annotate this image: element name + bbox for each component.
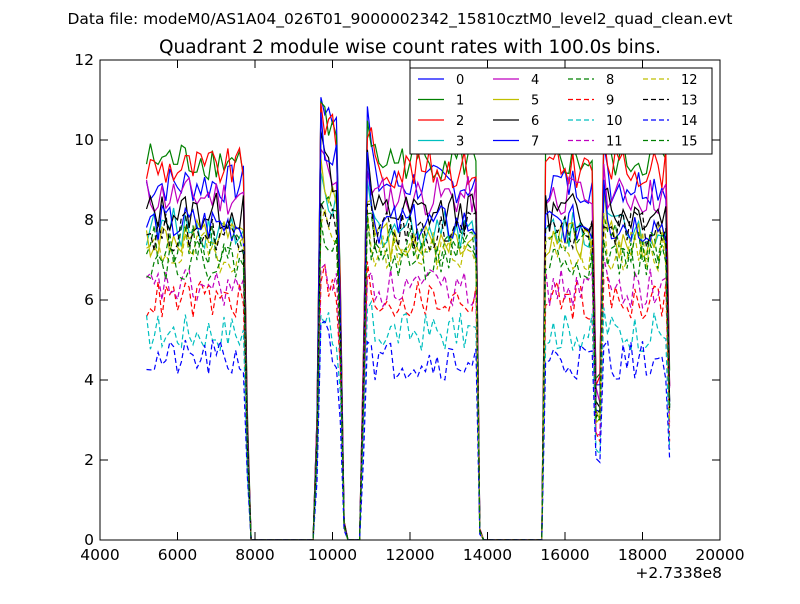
legend-label-2: 2 xyxy=(456,114,464,129)
series-line-14 xyxy=(146,320,671,540)
x-tick-label: 8000 xyxy=(235,546,274,564)
series-line-12 xyxy=(146,208,671,540)
series-line-9 xyxy=(145,261,671,540)
legend-label-7: 7 xyxy=(531,135,539,150)
series-line-0 xyxy=(145,97,671,540)
x-tick-label: 20000 xyxy=(695,546,744,564)
x-offset-label: +2.7338e8 xyxy=(635,564,722,582)
y-tick-label: 8 xyxy=(84,211,94,229)
series-line-7 xyxy=(145,112,671,540)
series-lines xyxy=(145,97,671,540)
legend-label-10: 10 xyxy=(606,114,623,129)
x-tick-label: 12000 xyxy=(385,546,434,564)
legend-label-1: 1 xyxy=(456,94,464,109)
x-tick-label: 14000 xyxy=(463,546,512,564)
series-line-6 xyxy=(145,131,671,540)
chart-title: Quadrant 2 module wise count rates with … xyxy=(159,37,661,58)
x-tick-label: 6000 xyxy=(158,546,197,564)
legend-label-13: 13 xyxy=(681,94,698,109)
y-tick-label: 4 xyxy=(84,371,94,389)
series-line-8 xyxy=(145,195,671,540)
y-tick-label: 0 xyxy=(84,531,94,549)
legend-label-9: 9 xyxy=(606,94,614,109)
legend-label-14: 14 xyxy=(681,114,698,129)
legend-label-6: 6 xyxy=(531,114,539,129)
series-line-15 xyxy=(146,214,671,540)
figure-suptitle: Data file: modeM0/AS1A04_026T01_90000023… xyxy=(67,10,732,29)
y-tick-label: 2 xyxy=(84,451,94,469)
x-tick-label: 4000 xyxy=(80,546,119,564)
series-line-5 xyxy=(145,158,671,540)
series-line-4 xyxy=(145,147,671,540)
legend-label-12: 12 xyxy=(681,73,698,88)
y-tick-label: 10 xyxy=(74,131,94,149)
series-line-1 xyxy=(145,100,671,540)
legend-label-0: 0 xyxy=(456,73,464,88)
legend-box xyxy=(409,67,713,155)
series-line-13 xyxy=(146,202,671,540)
axes: 4000 6000 8000 10000 12000 14000 16000 18000 200… xyxy=(74,51,744,564)
legend-label-15: 15 xyxy=(681,135,698,150)
legend-label-5: 5 xyxy=(531,94,539,109)
series-line-10 xyxy=(145,299,671,540)
x-tick-label: 16000 xyxy=(540,546,589,564)
legend-label-8: 8 xyxy=(606,73,614,88)
legend-label-4: 4 xyxy=(531,73,539,88)
legend-label-3: 3 xyxy=(456,135,464,150)
y-tick-label: 12 xyxy=(74,51,94,69)
series-line-11 xyxy=(146,257,671,540)
series-line-2 xyxy=(145,103,671,540)
legend-label-11: 11 xyxy=(606,135,623,150)
x-tick-label: 18000 xyxy=(618,546,667,564)
y-tick-label: 6 xyxy=(84,291,94,309)
x-tick-label: 10000 xyxy=(308,546,357,564)
plot-area xyxy=(145,97,671,540)
